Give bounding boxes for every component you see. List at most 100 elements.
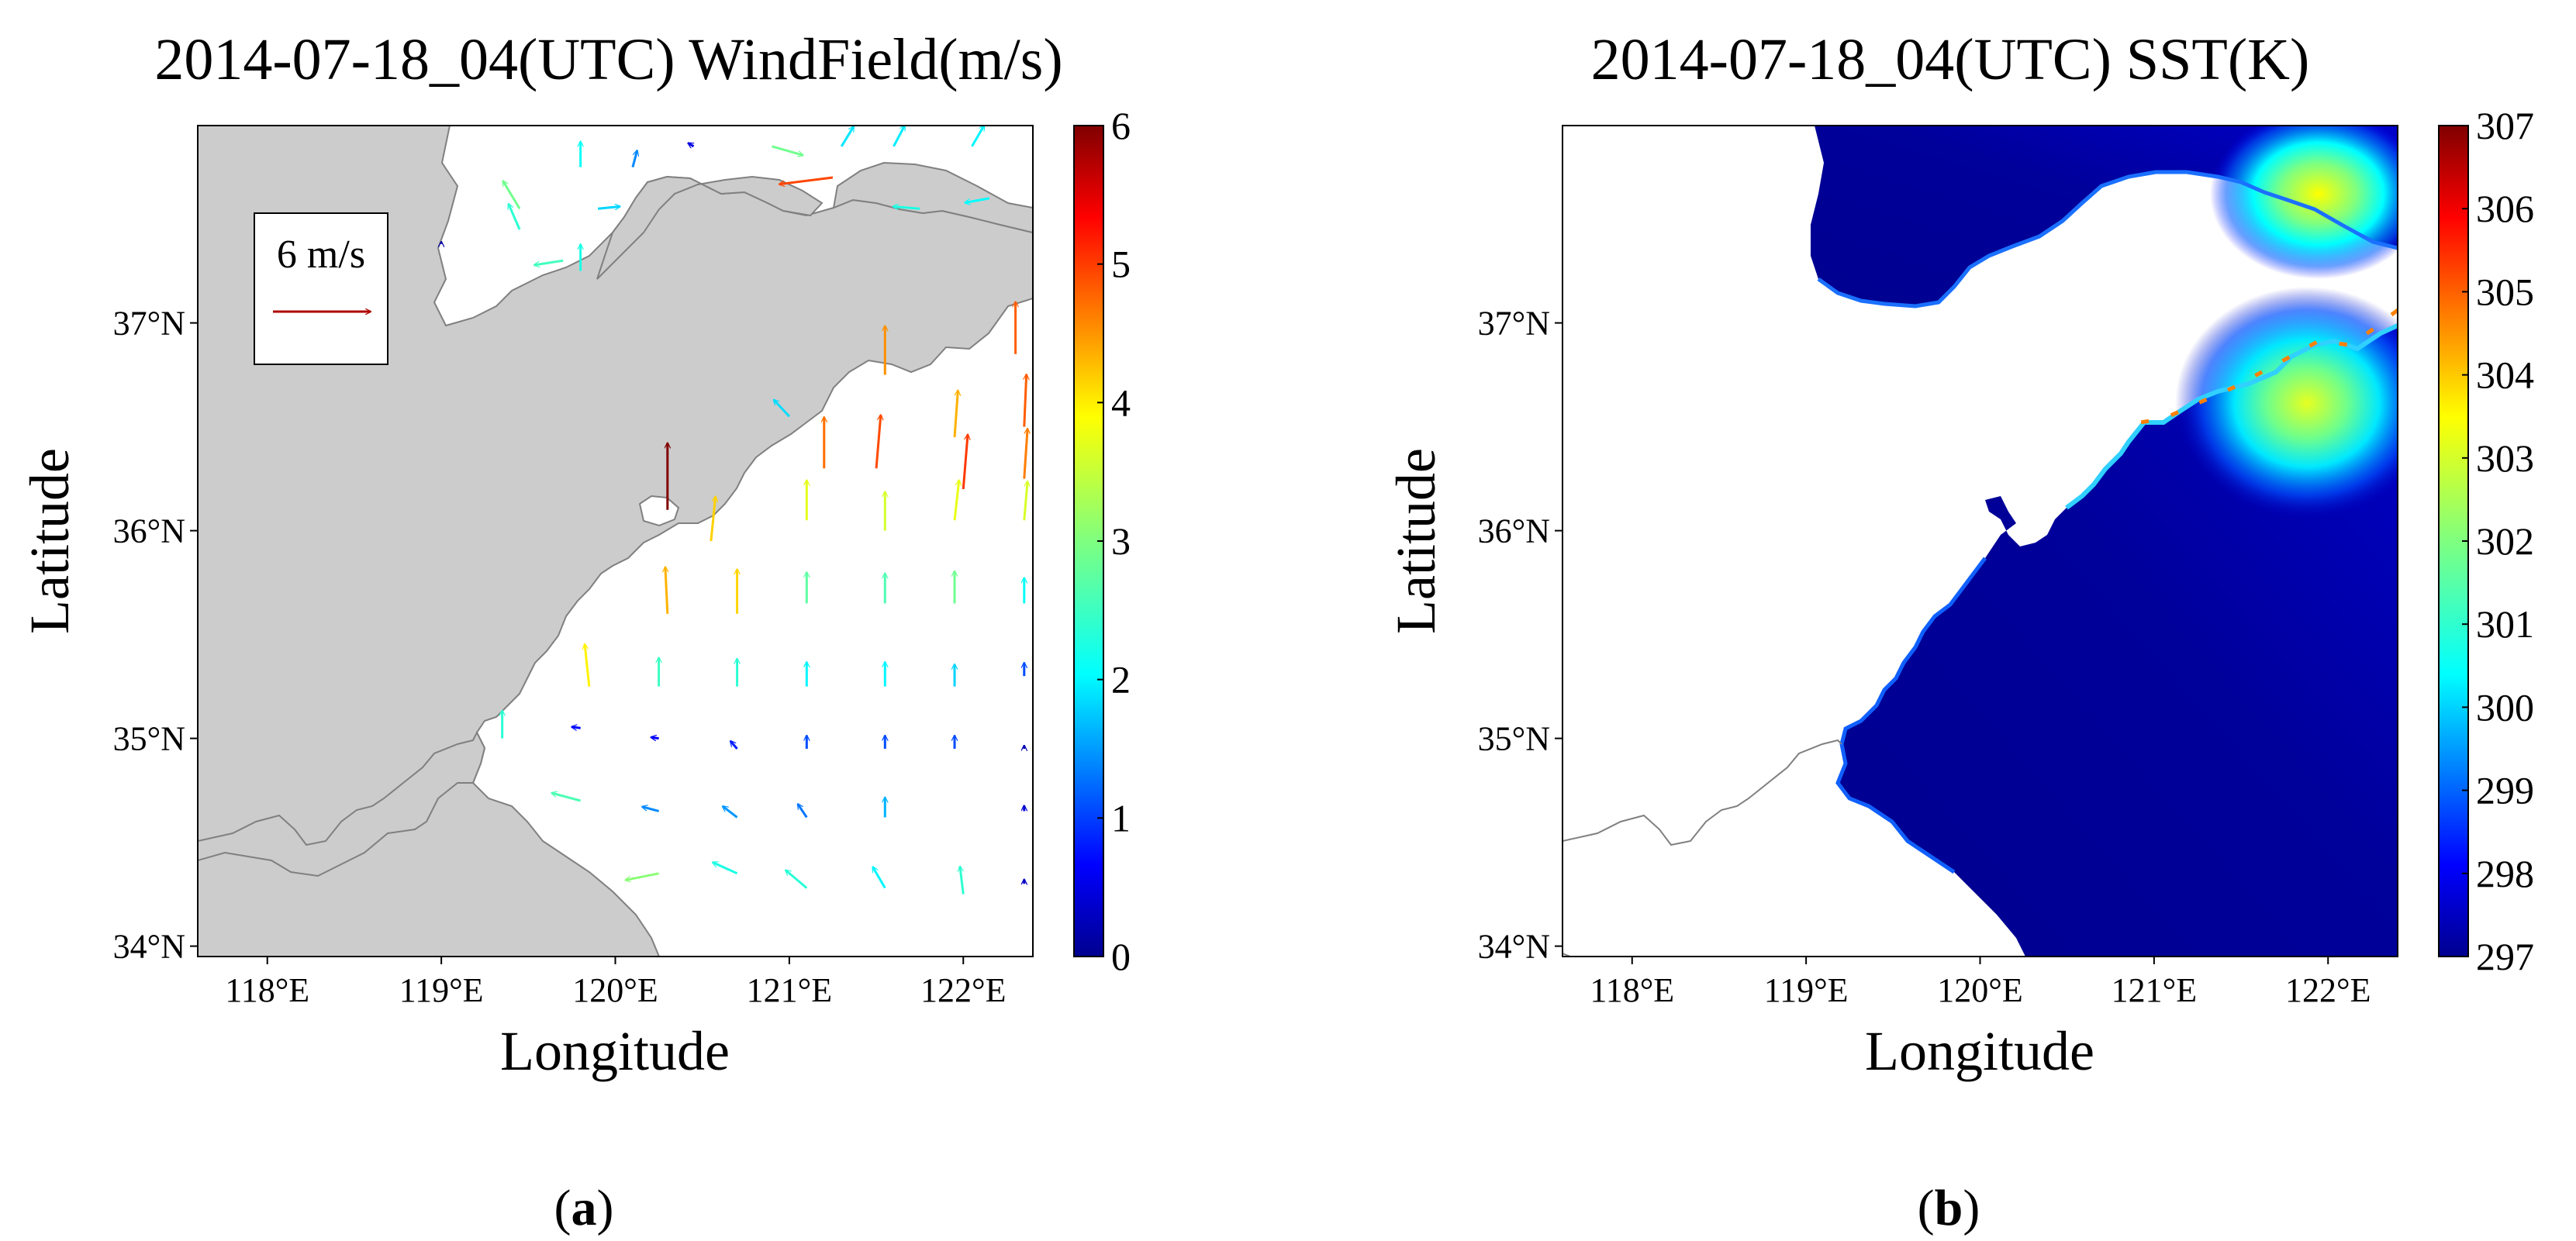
- wind-vector: [971, 126, 986, 147]
- panel-a-caption: (a): [554, 1180, 614, 1236]
- panel-a-map: [198, 126, 1033, 957]
- panel-a-coast-line-south: [198, 730, 486, 877]
- panel-a-colorbar-tick-label: 1: [1111, 796, 1131, 839]
- wind-vector: [642, 807, 659, 812]
- panel-b-coastal-fringe: [2065, 323, 2398, 510]
- wind-vector: [893, 126, 906, 147]
- wind-vector: [665, 567, 669, 614]
- wind-vector: [796, 804, 808, 819]
- panel-b-colorbar: 297 298 299 300 301 302 303 304 305 306 307: [2438, 104, 2534, 978]
- panel-b-x-axis: 118°E 119°E 120°E 121°E 122°E: [1590, 957, 2371, 1009]
- panel-b-y-tick-label: 37°N: [1478, 305, 1550, 343]
- wind-vector: [631, 150, 637, 167]
- panel-a-x-axis: 118°E 119°E 120°E 121°E 122°E: [225, 957, 1006, 1009]
- wind-vector: [774, 400, 790, 418]
- panel-a-y-axis: 34°N 35°N 36°N 37°N: [113, 305, 198, 966]
- wind-vector: [893, 206, 920, 209]
- wind-vector: [585, 644, 591, 687]
- panel-a-colorbar-ticks: 0 1 2 3 4 5 6: [1097, 104, 1131, 978]
- panel-a-y-tick-label: 37°N: [113, 305, 185, 343]
- panel-b-y-tick-label: 36°N: [1478, 512, 1550, 550]
- panel-b-x-tick-label: 118°E: [1590, 971, 1674, 1009]
- panel-b-y-tick-label: 34°N: [1478, 928, 1550, 966]
- wind-vector: [551, 793, 582, 802]
- panel-a-x-tick-label: 118°E: [225, 971, 309, 1009]
- wind-vector: [651, 737, 659, 738]
- panel-a-x-tick-label: 121°E: [747, 971, 832, 1009]
- wind-vector: [965, 197, 990, 203]
- wind-vector: [723, 806, 738, 819]
- panel-b-caption: (b): [1918, 1180, 1980, 1236]
- wind-vector: [713, 861, 738, 875]
- wind-vector: [953, 480, 959, 521]
- wind-vector: [571, 727, 581, 728]
- panel-b-y-tick-label: 35°N: [1478, 720, 1550, 758]
- panel-b-x-tick-label: 122°E: [2285, 971, 2371, 1009]
- panel-a-jiaozhou-bay: [638, 495, 680, 527]
- wind-vector: [534, 259, 564, 265]
- wind-vector: [1023, 481, 1027, 521]
- panel-a-title: 2014-07-18_04(UTC) WindField(m/s): [154, 27, 1062, 92]
- panel-a-colorbar-tick-label: 6: [1111, 104, 1131, 147]
- panel-b-ylabel: Latitude: [1385, 448, 1447, 634]
- panel-b-colorbar-tick-label: 302: [2476, 519, 2534, 563]
- wind-vector: [1023, 374, 1027, 427]
- wind-vector: [625, 872, 659, 881]
- panel-b-colorbar-tick-label: 304: [2476, 353, 2534, 397]
- panel-a-colorbar-tick-label: 3: [1111, 519, 1131, 563]
- panel-b-warm-spot-yellow-sea: [2175, 287, 2398, 519]
- panel-b-colorbar-tick-label: 306: [2476, 187, 2534, 230]
- panel-b: 2014-07-18_04(UTC) SST(K) 118°E 119°E 120°…: [1385, 27, 2534, 1236]
- wind-vector: [872, 867, 886, 889]
- panel-b-colorbar-tick-label: 299: [2476, 769, 2534, 812]
- wind-vector: [597, 206, 620, 209]
- panel-b-colorbar-tick-label: 305: [2476, 270, 2534, 313]
- panel-a-ylabel: Latitude: [19, 448, 81, 634]
- panel-a-x-tick-label: 119°E: [399, 971, 484, 1009]
- panel-b-colorbar-tick-label: 307: [2476, 104, 2534, 147]
- panel-b-coastal-fringe-south: [1835, 557, 1987, 874]
- wind-vector: [502, 181, 521, 209]
- panel-a: 2014-07-18_04(UTC) WindField(m/s) 6 m/s …: [19, 27, 1131, 1236]
- panel-b-map: [1563, 126, 2398, 957]
- panel-b-colorbar-tick-label: 297: [2476, 935, 2534, 978]
- panel-a-colorbar-tick-label: 2: [1111, 658, 1131, 702]
- wind-vector: [1023, 429, 1027, 479]
- wind-vector: [710, 496, 716, 542]
- panel-a-y-tick-label: 34°N: [113, 928, 185, 966]
- panel-a-y-tick-label: 35°N: [113, 720, 185, 758]
- panel-a-land-penisula: [832, 161, 1033, 234]
- panel-b-x-tick-label: 121°E: [2112, 971, 2197, 1009]
- wind-vector: [960, 867, 965, 895]
- wind-vector: [875, 415, 881, 469]
- wind-vector: [779, 176, 834, 184]
- wind-vector: [688, 142, 693, 146]
- panel-a-reference-label: 6 m/s: [277, 233, 365, 277]
- wind-vector: [953, 391, 958, 438]
- panel-a-x-tick-label: 120°E: [572, 971, 658, 1009]
- panel-a-x-tick-label: 122°E: [920, 971, 1006, 1009]
- panel-b-colorbar-tick-label: 300: [2476, 685, 2534, 729]
- panel-b-colorbar-ticks: 297 298 299 300 301 302 303 304 305 306 307: [2462, 104, 2534, 978]
- panel-a-colorbar-tick-label: 5: [1111, 243, 1131, 286]
- panel-b-coastal-hot-fringe: [2139, 309, 2398, 425]
- panel-b-bohai-fringe: [1817, 170, 2398, 309]
- panel-b-title: 2014-07-18_04(UTC) SST(K): [1591, 27, 2310, 92]
- panel-b-colorbar-tick-label: 298: [2476, 852, 2534, 895]
- panel-b-x-tick-label: 119°E: [1764, 971, 1849, 1009]
- wind-vector: [730, 741, 738, 750]
- panel-b-xlabel: Longitude: [1865, 1020, 2094, 1082]
- panel-b-warm-spot-bohai: [2210, 126, 2398, 279]
- panel-b-x-tick-label: 120°E: [1937, 971, 2022, 1009]
- panel-a-xlabel: Longitude: [500, 1020, 730, 1082]
- wind-vector: [962, 434, 968, 490]
- wind-vector: [772, 145, 803, 156]
- wind-vector: [786, 870, 808, 889]
- wind-vector: [509, 204, 521, 230]
- panel-a-reference-vector-box: 6 m/s: [254, 212, 388, 365]
- panel-a-land-bohai-north: [596, 175, 824, 280]
- panel-a-colorbar-tick-label: 4: [1111, 381, 1131, 424]
- panel-b-coastline-west: [1563, 739, 1842, 846]
- panel-a-y-tick-label: 36°N: [113, 512, 185, 550]
